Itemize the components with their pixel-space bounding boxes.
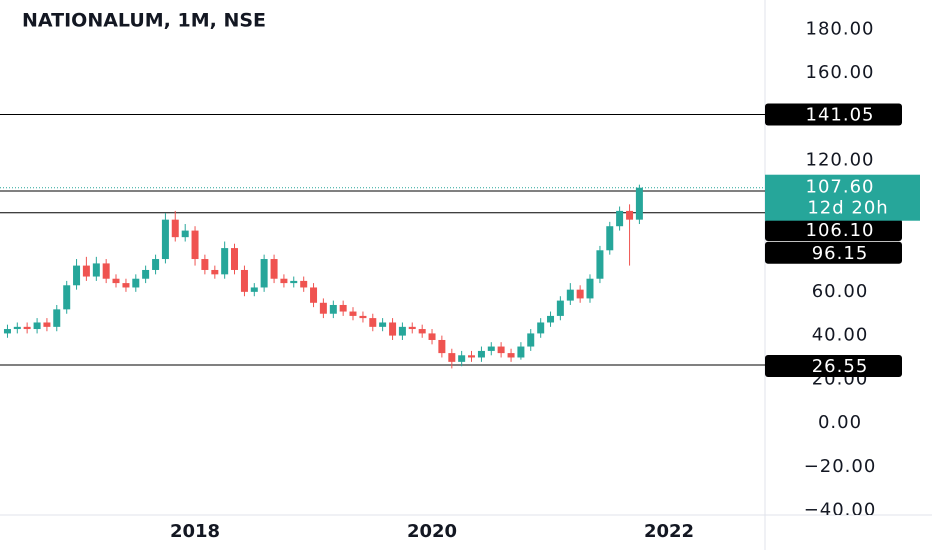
candle-body bbox=[290, 280, 298, 284]
candle-body bbox=[329, 304, 337, 314]
level-label: 26.55 bbox=[812, 356, 869, 377]
candle-body bbox=[616, 210, 624, 227]
candle-body bbox=[63, 285, 71, 310]
y-tick-label: −40.00 bbox=[804, 500, 877, 521]
candle-body bbox=[13, 326, 21, 330]
level-label: 106.10 bbox=[806, 220, 875, 241]
candle-body bbox=[260, 259, 268, 288]
candle-body bbox=[418, 329, 426, 334]
candle-body bbox=[517, 346, 525, 358]
candle-body bbox=[191, 230, 199, 260]
candle-body bbox=[53, 309, 61, 327]
x-tick-label: 2020 bbox=[407, 521, 457, 542]
level-label: 96.15 bbox=[812, 243, 869, 264]
candle-body bbox=[280, 278, 288, 284]
candle-body bbox=[3, 329, 11, 334]
candle-body bbox=[458, 355, 466, 362]
level-label-box bbox=[765, 218, 902, 241]
candle-body bbox=[389, 322, 397, 336]
candle-body bbox=[92, 263, 100, 277]
candle-body bbox=[319, 302, 327, 314]
candle-body bbox=[586, 278, 594, 299]
candle-body bbox=[152, 259, 160, 270]
y-tick-label: −20.00 bbox=[804, 456, 877, 477]
candle-body bbox=[596, 250, 604, 279]
candle-body bbox=[142, 269, 150, 279]
level-label-box bbox=[765, 241, 902, 264]
candle-body bbox=[349, 311, 357, 316]
candle-body bbox=[537, 322, 545, 334]
candle-body bbox=[467, 355, 475, 358]
y-tick-label: 160.00 bbox=[806, 62, 875, 83]
candle-body bbox=[398, 326, 406, 336]
candle-body bbox=[171, 219, 179, 238]
candle-body bbox=[556, 300, 564, 316]
candle-body bbox=[231, 248, 239, 270]
candle-body bbox=[181, 230, 189, 238]
candle-body bbox=[221, 248, 229, 275]
last-price-box bbox=[765, 174, 920, 221]
candle-body bbox=[201, 259, 209, 270]
candle-body bbox=[102, 263, 110, 279]
candle-body bbox=[487, 346, 495, 351]
candle-body bbox=[507, 353, 515, 358]
level-label-box bbox=[765, 355, 902, 378]
y-tick-label: 60.00 bbox=[812, 281, 869, 302]
candle-body bbox=[408, 326, 416, 330]
candle-body bbox=[369, 318, 377, 327]
candle-body bbox=[527, 333, 535, 347]
candle-body bbox=[43, 322, 51, 327]
candle-body bbox=[73, 265, 81, 286]
candle-body bbox=[379, 322, 387, 327]
y-tick-label: 120.00 bbox=[806, 150, 875, 171]
candle-body bbox=[359, 315, 367, 319]
x-tick-label: 2022 bbox=[644, 521, 694, 542]
y-tick-label: 40.00 bbox=[812, 325, 869, 346]
candle-body bbox=[211, 269, 219, 275]
candle-body bbox=[497, 346, 505, 354]
candle-body bbox=[428, 333, 436, 340]
candle-body bbox=[240, 269, 248, 292]
y-tick-label: 0.00 bbox=[818, 412, 862, 433]
candle-body bbox=[132, 278, 140, 288]
chart-title: NATIONALUM, 1M, NSE bbox=[22, 10, 266, 32]
candle-body bbox=[339, 304, 347, 312]
candle-body bbox=[82, 265, 90, 277]
candle-body bbox=[300, 280, 308, 288]
level-label-box bbox=[765, 103, 902, 126]
candle-body bbox=[566, 289, 574, 301]
candle-body bbox=[270, 259, 278, 279]
candle-body bbox=[23, 326, 31, 330]
last-price-label: 107.60 bbox=[806, 177, 875, 198]
candle-body bbox=[448, 353, 456, 362]
candle-body bbox=[310, 287, 318, 303]
countdown-label: 12d 20h bbox=[807, 198, 888, 219]
candle-body bbox=[161, 219, 169, 260]
candle-body bbox=[438, 339, 446, 354]
candle-body bbox=[112, 278, 120, 284]
candle-body bbox=[33, 322, 41, 330]
candle-body bbox=[576, 289, 584, 299]
candle-body bbox=[635, 187, 643, 220]
x-tick-label: 2018 bbox=[170, 521, 220, 542]
candle-body bbox=[626, 210, 634, 220]
candle-body bbox=[250, 287, 258, 292]
candle-body bbox=[122, 283, 130, 288]
candle-body bbox=[547, 315, 555, 323]
y-tick-label: 180.00 bbox=[806, 18, 875, 39]
level-label: 141.05 bbox=[806, 105, 875, 126]
candle-body bbox=[606, 226, 614, 251]
candle-body bbox=[477, 350, 485, 358]
